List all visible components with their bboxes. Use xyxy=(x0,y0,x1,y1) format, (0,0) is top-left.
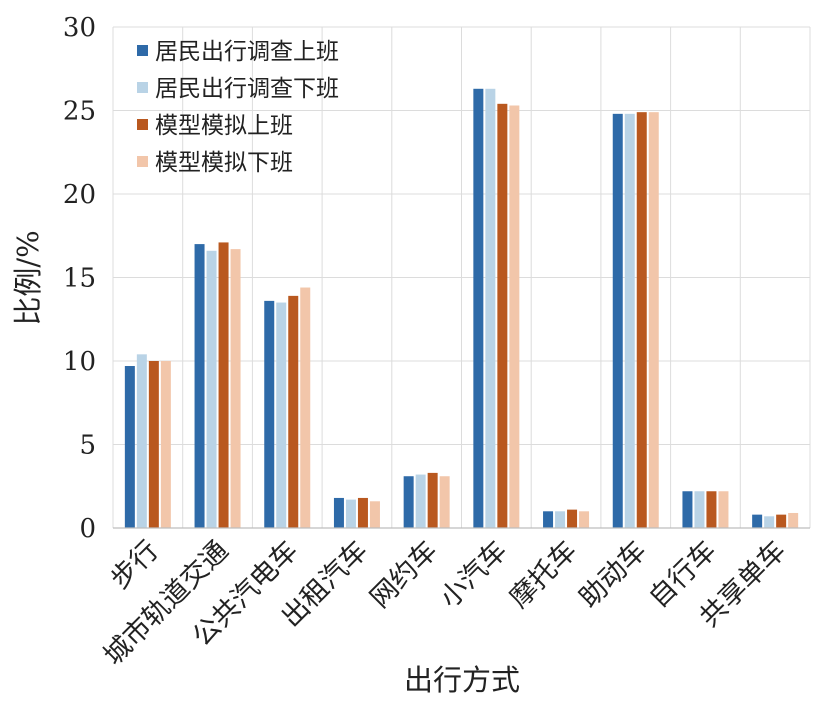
legend-label: 模型模拟上班 xyxy=(155,113,293,139)
y-tick-label: 15 xyxy=(63,264,96,294)
bar xyxy=(439,476,450,528)
bar xyxy=(264,300,275,528)
bar xyxy=(497,103,508,528)
bar xyxy=(148,361,159,528)
bar xyxy=(230,249,241,529)
bar xyxy=(300,287,311,528)
y-tick-label: 5 xyxy=(79,431,96,461)
legend-label: 模型模拟下班 xyxy=(155,150,293,176)
x-tick-label: 网约车 xyxy=(364,535,443,614)
bar xyxy=(288,295,299,528)
bar xyxy=(427,472,438,528)
bar xyxy=(206,250,217,528)
x-axis-title: 出行方式 xyxy=(404,663,520,697)
bar xyxy=(682,491,693,528)
legend-label: 居民出行调查上班 xyxy=(155,39,339,65)
y-tick-label: 30 xyxy=(63,13,96,43)
axis-layer: 051015202530步行城市轨道交通公共汽电车出租汽车网约车小汽车摩托车助动… xyxy=(63,13,810,672)
bar xyxy=(543,511,554,528)
x-tick-label: 助动车 xyxy=(574,535,653,614)
bar xyxy=(579,511,590,528)
bar xyxy=(357,497,368,528)
bar xyxy=(369,501,380,528)
bar xyxy=(764,516,775,528)
y-tick-label: 25 xyxy=(63,97,96,127)
legend-label: 居民出行调查下班 xyxy=(155,76,339,102)
bar xyxy=(718,491,729,528)
y-tick-label: 20 xyxy=(63,180,96,210)
bar xyxy=(612,113,623,528)
bar xyxy=(636,112,647,529)
x-tick-label: 步行 xyxy=(105,535,165,595)
bar xyxy=(194,244,205,528)
y-tick-label: 0 xyxy=(79,514,96,544)
legend-swatch xyxy=(137,156,148,167)
legend-swatch xyxy=(137,82,148,93)
bar xyxy=(752,514,763,528)
y-axis-title: 比例/% xyxy=(11,230,45,325)
bar xyxy=(509,105,520,529)
bar xyxy=(415,474,426,528)
bar xyxy=(136,354,147,528)
bar xyxy=(706,491,717,528)
legend-swatch xyxy=(137,119,148,130)
bar xyxy=(485,88,496,528)
bar xyxy=(624,113,635,528)
bar xyxy=(473,88,484,528)
bar xyxy=(648,112,659,529)
bar xyxy=(124,366,135,528)
legend-swatch xyxy=(137,45,148,56)
bar xyxy=(333,497,344,528)
bar xyxy=(160,361,171,528)
bar xyxy=(345,499,356,528)
bar xyxy=(218,242,229,528)
x-tick-label: 小汽车 xyxy=(434,535,513,614)
y-tick-label: 10 xyxy=(63,347,96,377)
bar xyxy=(788,512,799,528)
x-tick-label: 摩托车 xyxy=(504,535,583,614)
bar xyxy=(567,509,578,528)
bar xyxy=(403,476,414,528)
bar xyxy=(776,514,787,528)
grid-layer xyxy=(112,26,811,529)
bar xyxy=(694,491,705,528)
bar xyxy=(555,511,566,528)
bar-layer xyxy=(124,88,799,529)
bar xyxy=(276,302,287,528)
